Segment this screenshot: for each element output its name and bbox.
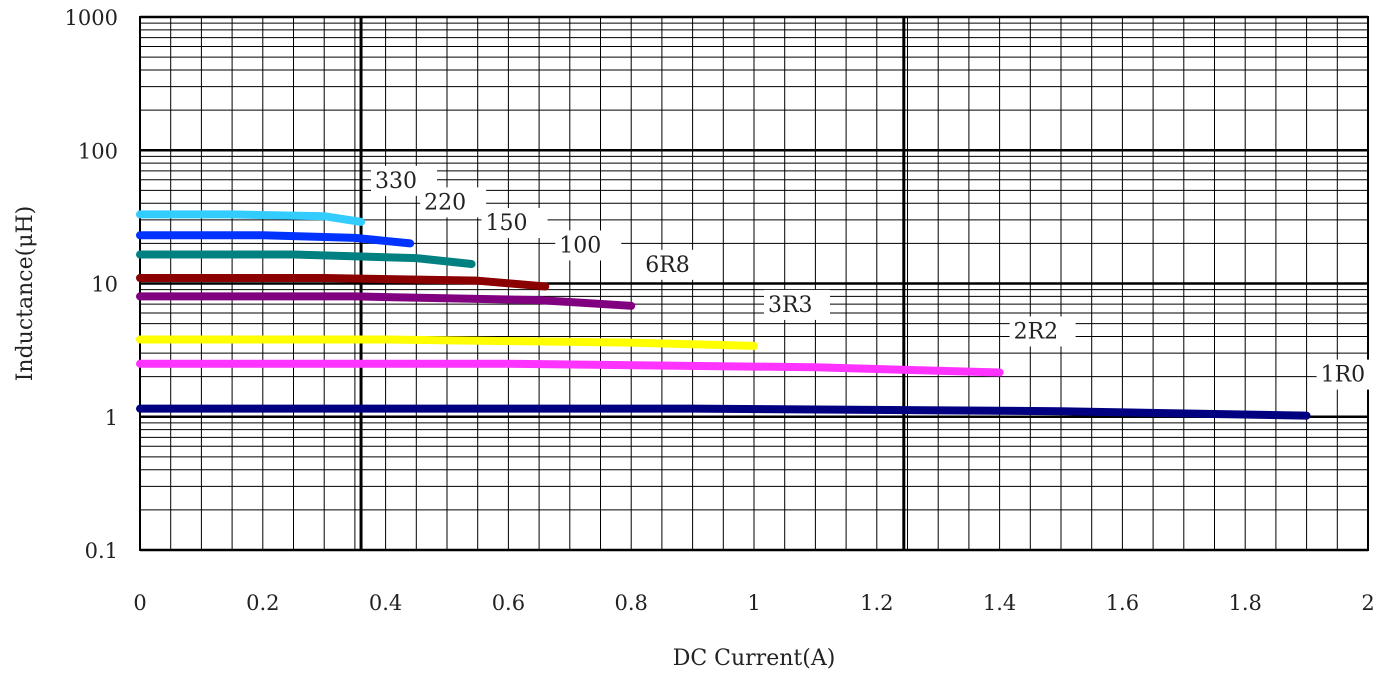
x-tick-label: 0.8 (614, 591, 647, 615)
series-label-box (764, 289, 830, 320)
series-label-100: 100 (559, 233, 601, 258)
series-label-box (555, 230, 622, 261)
y-tick-label: 10 (91, 273, 118, 297)
x-tick-label: 0.4 (369, 591, 402, 615)
series-label-220: 220 (424, 190, 466, 215)
y-tick-label: 1 (105, 406, 118, 430)
x-tick-label: 0.2 (246, 591, 279, 615)
series-line-100 (136, 273, 550, 291)
series-line-220 (136, 231, 415, 248)
x-tick-label: 2 (1361, 591, 1374, 615)
y-tick-labels: 0.1 1 10 100 1000 (65, 6, 118, 563)
series-label-box (420, 187, 487, 218)
y-tick-label: 1000 (65, 6, 118, 30)
series-line-1r0 (136, 404, 1311, 420)
series-line-6r8 (136, 292, 636, 310)
y-tick-label: 0.1 (85, 539, 118, 563)
series-line-2r2 (136, 359, 1004, 377)
series-label-150: 150 (486, 211, 528, 236)
series-label-6r8: 6R8 (645, 253, 690, 278)
series-label-box (1316, 359, 1383, 390)
x-tick-label: 1.4 (983, 591, 1016, 615)
series-label-330: 330 (375, 169, 417, 194)
series-label-box (641, 249, 708, 280)
x-tick-label: 0.6 (492, 591, 525, 615)
y-tick-label: 100 (78, 139, 118, 163)
series-label-1r0: 1R0 (1321, 363, 1366, 388)
series-line-3r3 (136, 335, 758, 350)
x-tick-label: 1.2 (860, 591, 893, 615)
plot-frame (139, 16, 1369, 551)
x-tick-label: 1.6 (1106, 591, 1139, 615)
series-layer: 330 220 150 100 6R8 3R3 2R2 1R0 (136, 165, 1383, 420)
series-line-330 (136, 210, 366, 226)
x-tick-label: 1 (747, 591, 760, 615)
x-tick-label: 0 (133, 591, 146, 615)
x-tick-label: 1.8 (1228, 591, 1261, 615)
series-label-box (481, 208, 548, 239)
series-label-2r2: 2R2 (1014, 319, 1059, 344)
series-line-150 (136, 250, 476, 269)
x-axis-title: DC Current(A) (673, 646, 836, 671)
y-axis-title: Inductance(μH) (13, 206, 38, 382)
series-label-box (1009, 316, 1076, 347)
x-tick-labels: 0 0.2 0.4 0.6 0.8 1 1.2 1.4 1.6 1.8 2 (133, 591, 1374, 615)
series-label-3r3: 3R3 (768, 293, 813, 318)
